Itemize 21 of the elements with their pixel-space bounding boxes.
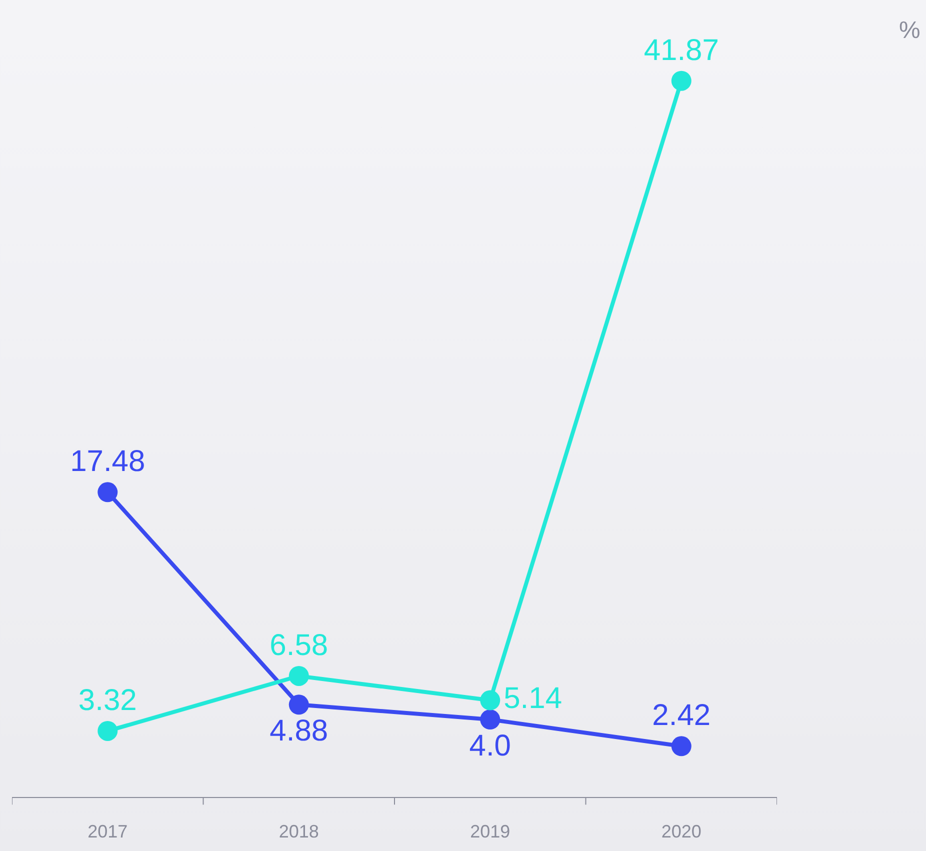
point (480, 690, 500, 710)
data-label: 2.42 (652, 699, 711, 732)
data-label: 5.14 (504, 682, 562, 715)
data-label: 4.0 (469, 730, 511, 762)
data-label: 4.88 (270, 714, 328, 748)
data-label: 41.87 (644, 34, 719, 67)
data-label: 17.48 (70, 445, 146, 478)
data-label: 6.58 (270, 628, 328, 662)
point (98, 482, 118, 502)
x-tick-label: 2018 (278, 822, 319, 842)
x-tick-label: 2020 (661, 822, 702, 842)
x-tick-label: 2019 (470, 822, 510, 842)
point (288, 694, 309, 715)
point (671, 70, 692, 91)
point (98, 720, 118, 741)
point (288, 666, 309, 686)
text: % (899, 17, 920, 44)
data-label: 3.32 (78, 684, 137, 717)
point (480, 710, 500, 730)
x-tick-label: 2017 (88, 822, 128, 842)
point (671, 736, 692, 756)
